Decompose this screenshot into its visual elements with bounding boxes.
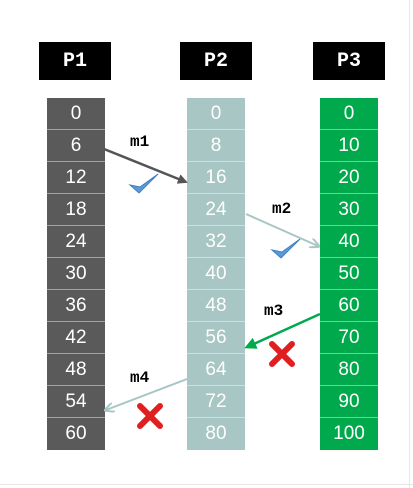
frame-border-bottom (0, 484, 413, 485)
message-arrow-m2 (245, 213, 318, 246)
clock-cell: 54 (47, 386, 105, 418)
clock-cell: 80 (187, 418, 245, 450)
process-timeline-p1: 0 6 12 18 24 30 36 42 48 54 60 (47, 98, 105, 450)
clock-cell: 90 (320, 386, 378, 418)
clock-cell: 42 (47, 322, 105, 354)
clock-cell: 40 (320, 226, 378, 258)
clock-cell: 18 (47, 194, 105, 226)
message-label-m4: m4 (130, 369, 150, 387)
clock-cell: 36 (47, 290, 105, 322)
clock-cell: 100 (320, 418, 378, 450)
clock-cell: 20 (320, 162, 378, 194)
clock-cell: 40 (187, 258, 245, 290)
message-arrow-m1 (103, 147, 188, 184)
clock-cell: 8 (187, 130, 245, 162)
clock-cell: 56 (187, 322, 245, 354)
clock-cell: 12 (47, 162, 105, 194)
clock-cell: 0 (47, 98, 105, 130)
clock-cell: 30 (47, 258, 105, 290)
clock-cell: 72 (187, 386, 245, 418)
clock-cell: 16 (187, 162, 245, 194)
clock-cell: 30 (320, 194, 378, 226)
process-header-p2: P2 (180, 42, 252, 80)
cross-icon (269, 341, 295, 367)
process-timeline-p3: 0 10 20 30 40 50 60 70 80 90 100 (320, 98, 378, 450)
clock-cell: 0 (320, 98, 378, 130)
clock-cell: 48 (187, 290, 245, 322)
message-arrow-m4 (106, 378, 188, 410)
frame-border-right (409, 0, 410, 488)
clock-cell: 60 (47, 418, 105, 450)
clock-cell: 50 (320, 258, 378, 290)
message-label-m3: m3 (264, 302, 284, 320)
clock-cell: 32 (187, 226, 245, 258)
message-label-m1: m1 (130, 133, 150, 151)
process-header-p3: P3 (313, 42, 385, 80)
clock-cell: 60 (320, 290, 378, 322)
clock-cell: 48 (47, 354, 105, 386)
clock-cell: 64 (187, 354, 245, 386)
clock-cell: 0 (187, 98, 245, 130)
clock-cell: 24 (47, 226, 105, 258)
clock-cell: 70 (320, 322, 378, 354)
message-label-m2: m2 (272, 200, 292, 218)
checkmark-icon (128, 173, 159, 194)
checkmark-icon (270, 238, 301, 259)
message-arrow-m3 (244, 312, 321, 349)
cross-icon (137, 403, 163, 429)
process-header-p1: P1 (39, 42, 111, 80)
process-timeline-p2: 0 8 16 24 32 40 48 56 64 72 80 (187, 98, 245, 450)
clock-cell: 24 (187, 194, 245, 226)
clock-cell: 10 (320, 130, 378, 162)
clock-cell: 80 (320, 354, 378, 386)
clock-cell: 6 (47, 130, 105, 162)
